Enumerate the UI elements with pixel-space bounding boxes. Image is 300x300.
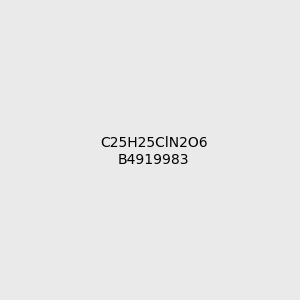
- Text: C25H25ClN2O6
B4919983: C25H25ClN2O6 B4919983: [100, 136, 208, 166]
